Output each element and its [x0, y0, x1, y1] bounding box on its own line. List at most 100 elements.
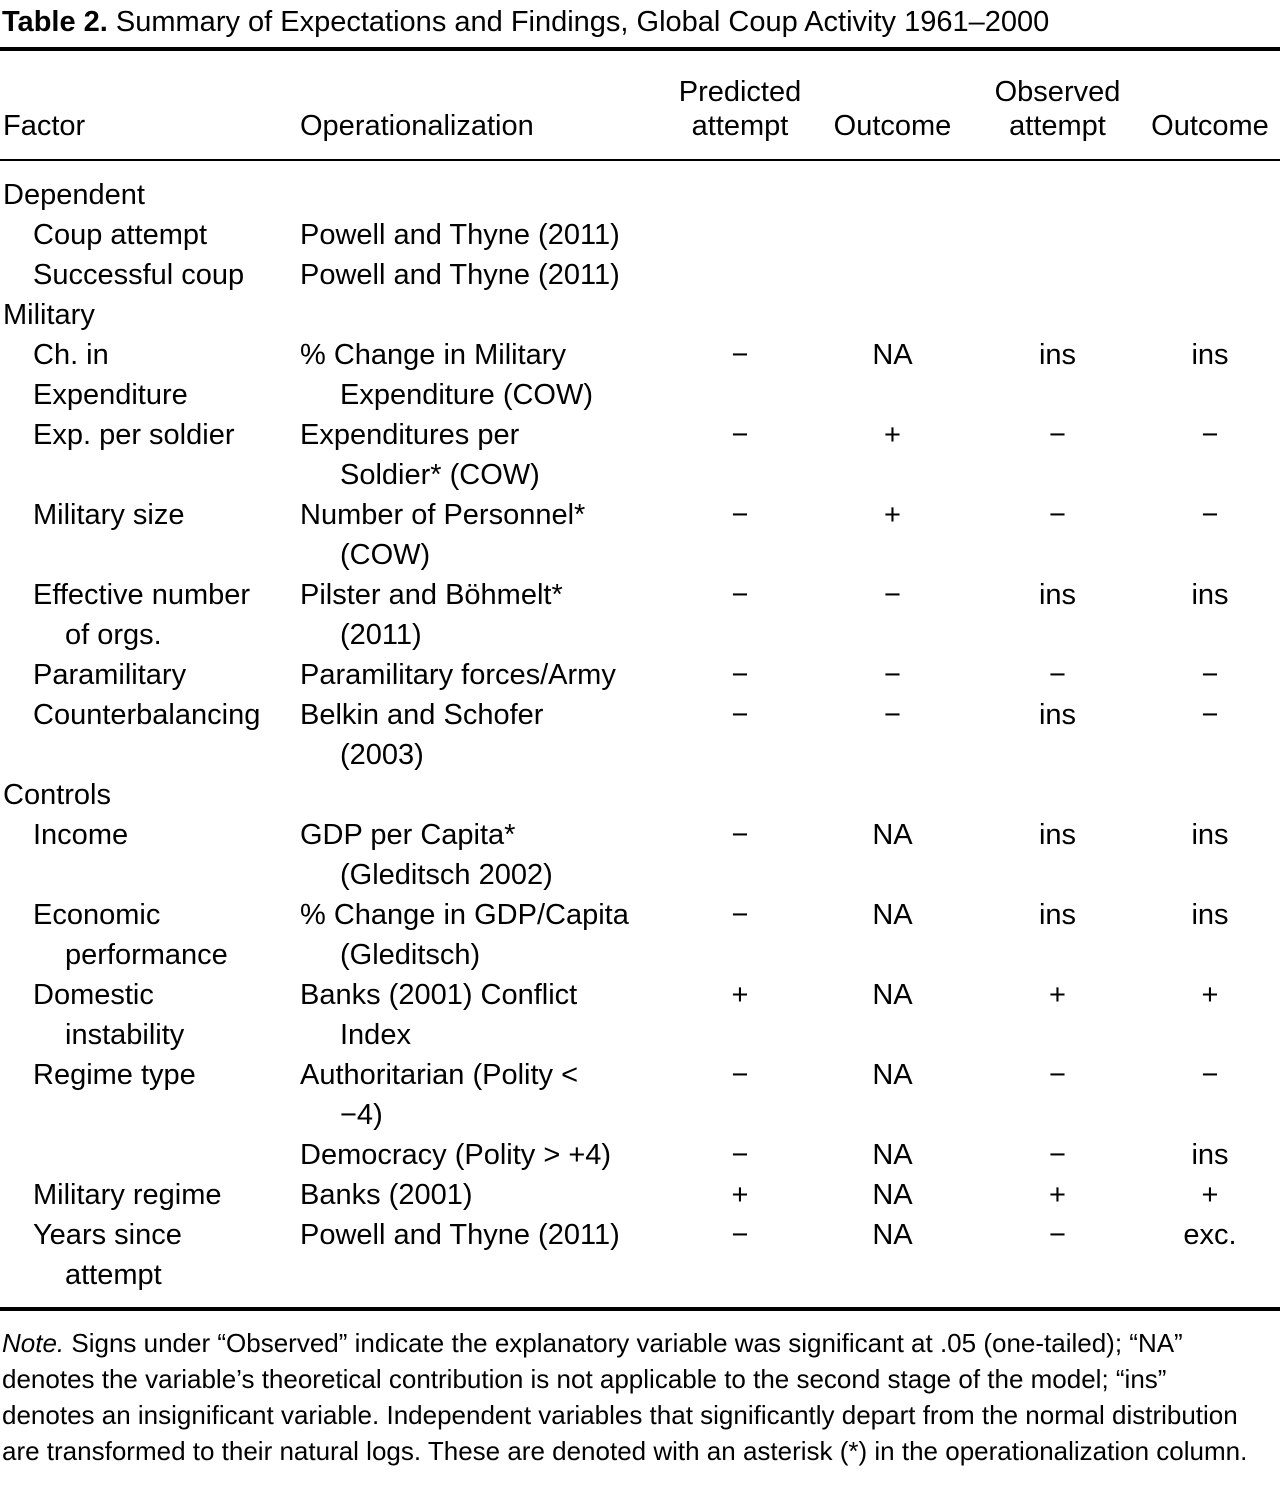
observed-outcome-cell: −: [1201, 419, 1219, 451]
predicted-outcome-cell: NA: [872, 1059, 913, 1091]
factor-label: Successful coup: [33, 259, 245, 291]
predicted-attempt-cell: [670, 215, 810, 255]
header-operationalization: Operationalization: [300, 49, 670, 161]
section-label: Military: [3, 299, 95, 331]
factor-cell: Years since attempt: [0, 1215, 300, 1309]
table-row: Exp. per soldier Expenditures per Soldier*…: [0, 415, 1280, 495]
section-row: Military: [0, 295, 1280, 335]
observed-attempt-cell: −: [1049, 1139, 1066, 1171]
observed-attempt-cell: ins: [1038, 899, 1077, 931]
operationalization-cell: Authoritarian (Polity < −4): [300, 1055, 670, 1135]
operationalization-cell: Expenditures per Soldier* (COW): [300, 415, 670, 495]
section-row: Dependent: [0, 160, 1280, 215]
observed-outcome-cell: +: [1201, 1179, 1219, 1211]
operationalization-cell: Powell and Thyne (2011): [300, 215, 670, 255]
predicted-attempt-cell: −: [731, 899, 749, 931]
predicted-outcome-cell: NA: [872, 819, 913, 851]
operationalization-cell: Democracy (Polity > +4): [300, 1135, 670, 1175]
observed-outcome-cell: −: [1201, 659, 1219, 691]
predicted-attempt-cell: −: [731, 419, 749, 451]
predicted-outcome-cell: NA: [872, 1139, 913, 1171]
observed-attempt-cell: ins: [1038, 339, 1077, 371]
factor-cell: Paramilitary: [0, 655, 300, 695]
operationalization-text: Expenditure (COW): [340, 379, 594, 411]
operationalization-text: Soldier* (COW): [340, 459, 540, 491]
operationalization-text: Number of Personnel*: [300, 499, 586, 531]
operationalization-cell: [300, 160, 670, 215]
header-observed-outcome: Outcome: [1140, 49, 1280, 161]
table-note: Note. Signs under “Observed” indicate th…: [0, 1311, 1280, 1469]
operationalization-cell: Banks (2001) Conflict Index: [300, 975, 670, 1055]
table-title-label: Table 2.: [2, 6, 108, 38]
observed-outcome-cell: exc.: [1183, 1219, 1237, 1251]
table-row: Successful coup Powell and Thyne (2011): [0, 255, 1280, 295]
factor-cell: Coup attempt: [0, 215, 300, 255]
predicted-outcome-cell: [810, 160, 975, 215]
header-predicted-line2: attempt: [691, 110, 789, 142]
observed-attempt-cell: ins: [1038, 699, 1077, 731]
observed-outcome-cell: −: [1201, 1059, 1219, 1091]
operationalization-cell: Paramilitary forces/Army: [300, 655, 670, 695]
observed-outcome-cell: −: [1201, 699, 1219, 731]
observed-attempt-cell: −: [1049, 1059, 1066, 1091]
table-title-text: Summary of Expectations and Findings, Gl…: [107, 6, 1050, 38]
predicted-attempt-cell: [670, 160, 810, 215]
operationalization-text: Index: [340, 1019, 411, 1051]
header-observed-attempt: Observed attempt: [975, 49, 1140, 161]
predicted-attempt-cell: [670, 775, 810, 815]
factor-cell: Income: [0, 815, 300, 895]
predicted-outcome-cell: +: [884, 499, 901, 531]
operationalization-cell: [300, 775, 670, 815]
observed-attempt-cell: [975, 295, 1140, 335]
section-label: Controls: [3, 779, 111, 811]
predicted-attempt-cell: [670, 295, 810, 335]
factor-label: Counterbalancing: [33, 699, 261, 731]
table-row: Military regime Banks (2001) + NA + +: [0, 1175, 1280, 1215]
operationalization-text: −4): [340, 1099, 383, 1131]
predicted-outcome-cell: NA: [872, 1179, 913, 1211]
operationalization-text: Pilster and Böhmelt*: [300, 579, 563, 611]
factor-label: Military size: [33, 499, 185, 531]
operationalization-text: % Change in GDP/Capita: [300, 899, 629, 931]
factor-cell: Controls: [0, 775, 300, 815]
factor-label: Domestic: [33, 979, 154, 1011]
predicted-outcome-cell: −: [884, 699, 901, 731]
operationalization-text: (2003): [340, 739, 424, 771]
factor-cell: Military: [0, 295, 300, 335]
section-label: Dependent: [3, 179, 145, 211]
table-row: Ch. in Expenditure % Change in Military Exp…: [0, 335, 1280, 415]
operationalization-cell: % Change in Military Expenditure (COW): [300, 335, 670, 415]
observed-outcome-cell: [1140, 295, 1280, 335]
observed-outcome-cell: [1140, 215, 1280, 255]
section-row: Controls: [0, 775, 1280, 815]
note-text: Signs under “Observed” indicate the expl…: [2, 1328, 1248, 1466]
observed-outcome-cell: [1140, 255, 1280, 295]
observed-attempt-cell: ins: [1038, 819, 1077, 851]
header-observed-line1: Observed: [994, 76, 1121, 108]
operationalization-text: Paramilitary forces/Army: [300, 659, 616, 691]
observed-attempt-cell: +: [1049, 1179, 1066, 1211]
factor-label: Coup attempt: [33, 219, 208, 251]
predicted-outcome-cell: NA: [872, 339, 913, 371]
factor-label: Years since: [33, 1219, 182, 1251]
operationalization-text: Belkin and Schofer: [300, 699, 544, 731]
predicted-attempt-cell: −: [731, 499, 749, 531]
observed-attempt-cell: [975, 775, 1140, 815]
operationalization-text: (Gleditsch): [340, 939, 481, 971]
observed-outcome-cell: ins: [1191, 579, 1229, 611]
factor-label: Exp. per soldier: [33, 419, 235, 451]
header-predicted-attempt: Predicted attempt: [670, 49, 810, 161]
table-row: Economic performance % Change in GDP/Capit…: [0, 895, 1280, 975]
observed-outcome-cell: [1140, 775, 1280, 815]
predicted-attempt-cell: −: [731, 659, 749, 691]
observed-attempt-cell: −: [1049, 1219, 1066, 1251]
factor-cell: Successful coup: [0, 255, 300, 295]
note-label: Note.: [2, 1328, 65, 1358]
observed-attempt-cell: −: [1049, 419, 1066, 451]
factor-cell: Effective number of orgs.: [0, 575, 300, 655]
operationalization-cell: GDP per Capita* (Gleditsch 2002): [300, 815, 670, 895]
operationalization-text: (Gleditsch 2002): [340, 859, 553, 891]
observed-attempt-cell: [975, 255, 1140, 295]
predicted-outcome-cell: NA: [872, 899, 913, 931]
predicted-outcome-cell: [810, 215, 975, 255]
